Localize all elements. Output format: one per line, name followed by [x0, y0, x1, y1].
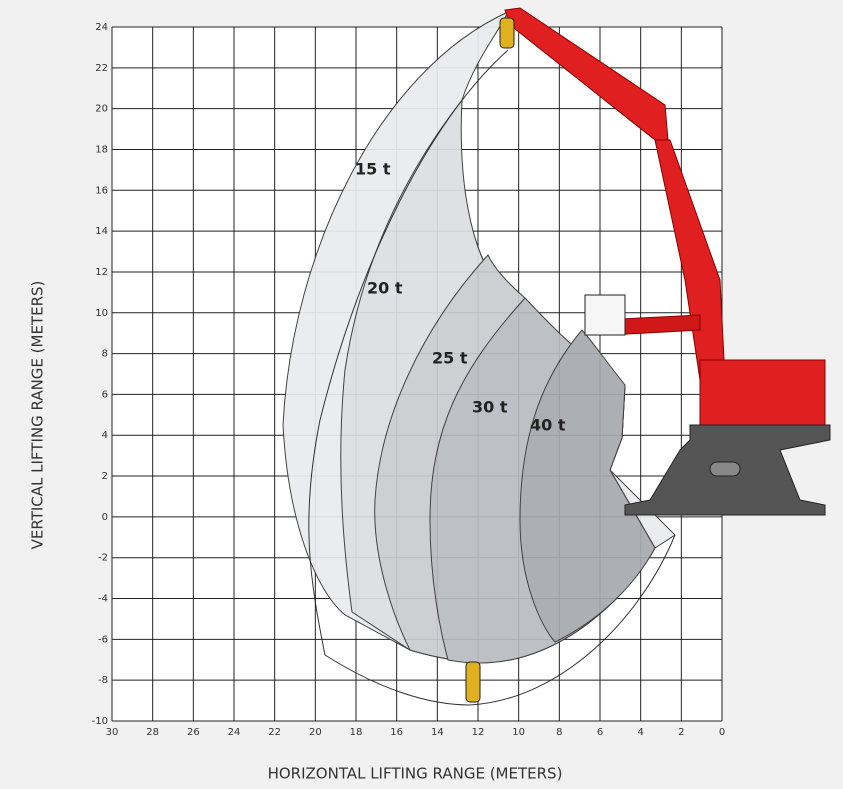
x-tick-label: 4	[637, 727, 643, 738]
y-tick-label: 4	[102, 430, 108, 441]
y-axis-title: VERTICAL LIFTING RANGE (METERS)	[29, 281, 47, 550]
x-tick-label: 8	[556, 727, 562, 738]
zones	[282, 11, 676, 706]
x-tick-label: 20	[309, 727, 322, 738]
y-tick-label: 6	[102, 389, 108, 400]
y-tick-label: 18	[95, 144, 108, 155]
y-tick-label: -8	[98, 675, 108, 686]
y-tick-label: -6	[98, 634, 108, 645]
y-tick-label: 8	[102, 349, 108, 360]
y-tick-label: 0	[102, 512, 108, 523]
x-tick-label: 24	[228, 727, 241, 738]
zone-label: 25 t	[432, 349, 468, 368]
x-tick-label: 2	[678, 727, 684, 738]
zone-40t	[519, 329, 656, 643]
y-tick-label: 24	[95, 22, 108, 33]
y-tick-label: 2	[102, 471, 108, 482]
zone-label: 20 t	[367, 279, 403, 298]
x-tick-label: 0	[719, 727, 725, 738]
x-tick-label: 12	[472, 727, 485, 738]
zone-label: 40 t	[530, 416, 566, 435]
zone-label: 15 t	[355, 160, 391, 179]
y-tick-label: 16	[95, 185, 108, 196]
zone-label: 30 t	[472, 398, 508, 417]
x-tick-label: 10	[512, 727, 525, 738]
x-tick-label: 30	[106, 727, 119, 738]
y-tick-label: 12	[95, 267, 108, 278]
y-tick-label: -2	[98, 553, 108, 564]
y-tick-label: 22	[95, 63, 108, 74]
x-tick-label: 18	[350, 727, 363, 738]
y-tick-label: -4	[98, 594, 108, 605]
y-tick-label: -10	[92, 716, 108, 727]
y-tick-label: 10	[95, 308, 108, 319]
x-axis-title: HORIZONTAL LIFTING RANGE (METERS)	[268, 765, 563, 783]
x-tick-label: 6	[597, 727, 603, 738]
x-tick-label: 26	[187, 727, 200, 738]
y-tick-label: 14	[95, 226, 108, 237]
y-tick-label: 20	[95, 104, 108, 115]
x-tick-label: 28	[146, 727, 159, 738]
x-tick-label: 14	[431, 727, 444, 738]
x-tick-label: 22	[268, 727, 281, 738]
crane	[465, 7, 831, 703]
x-tick-label: 16	[390, 727, 403, 738]
outer-envelope	[308, 49, 676, 706]
